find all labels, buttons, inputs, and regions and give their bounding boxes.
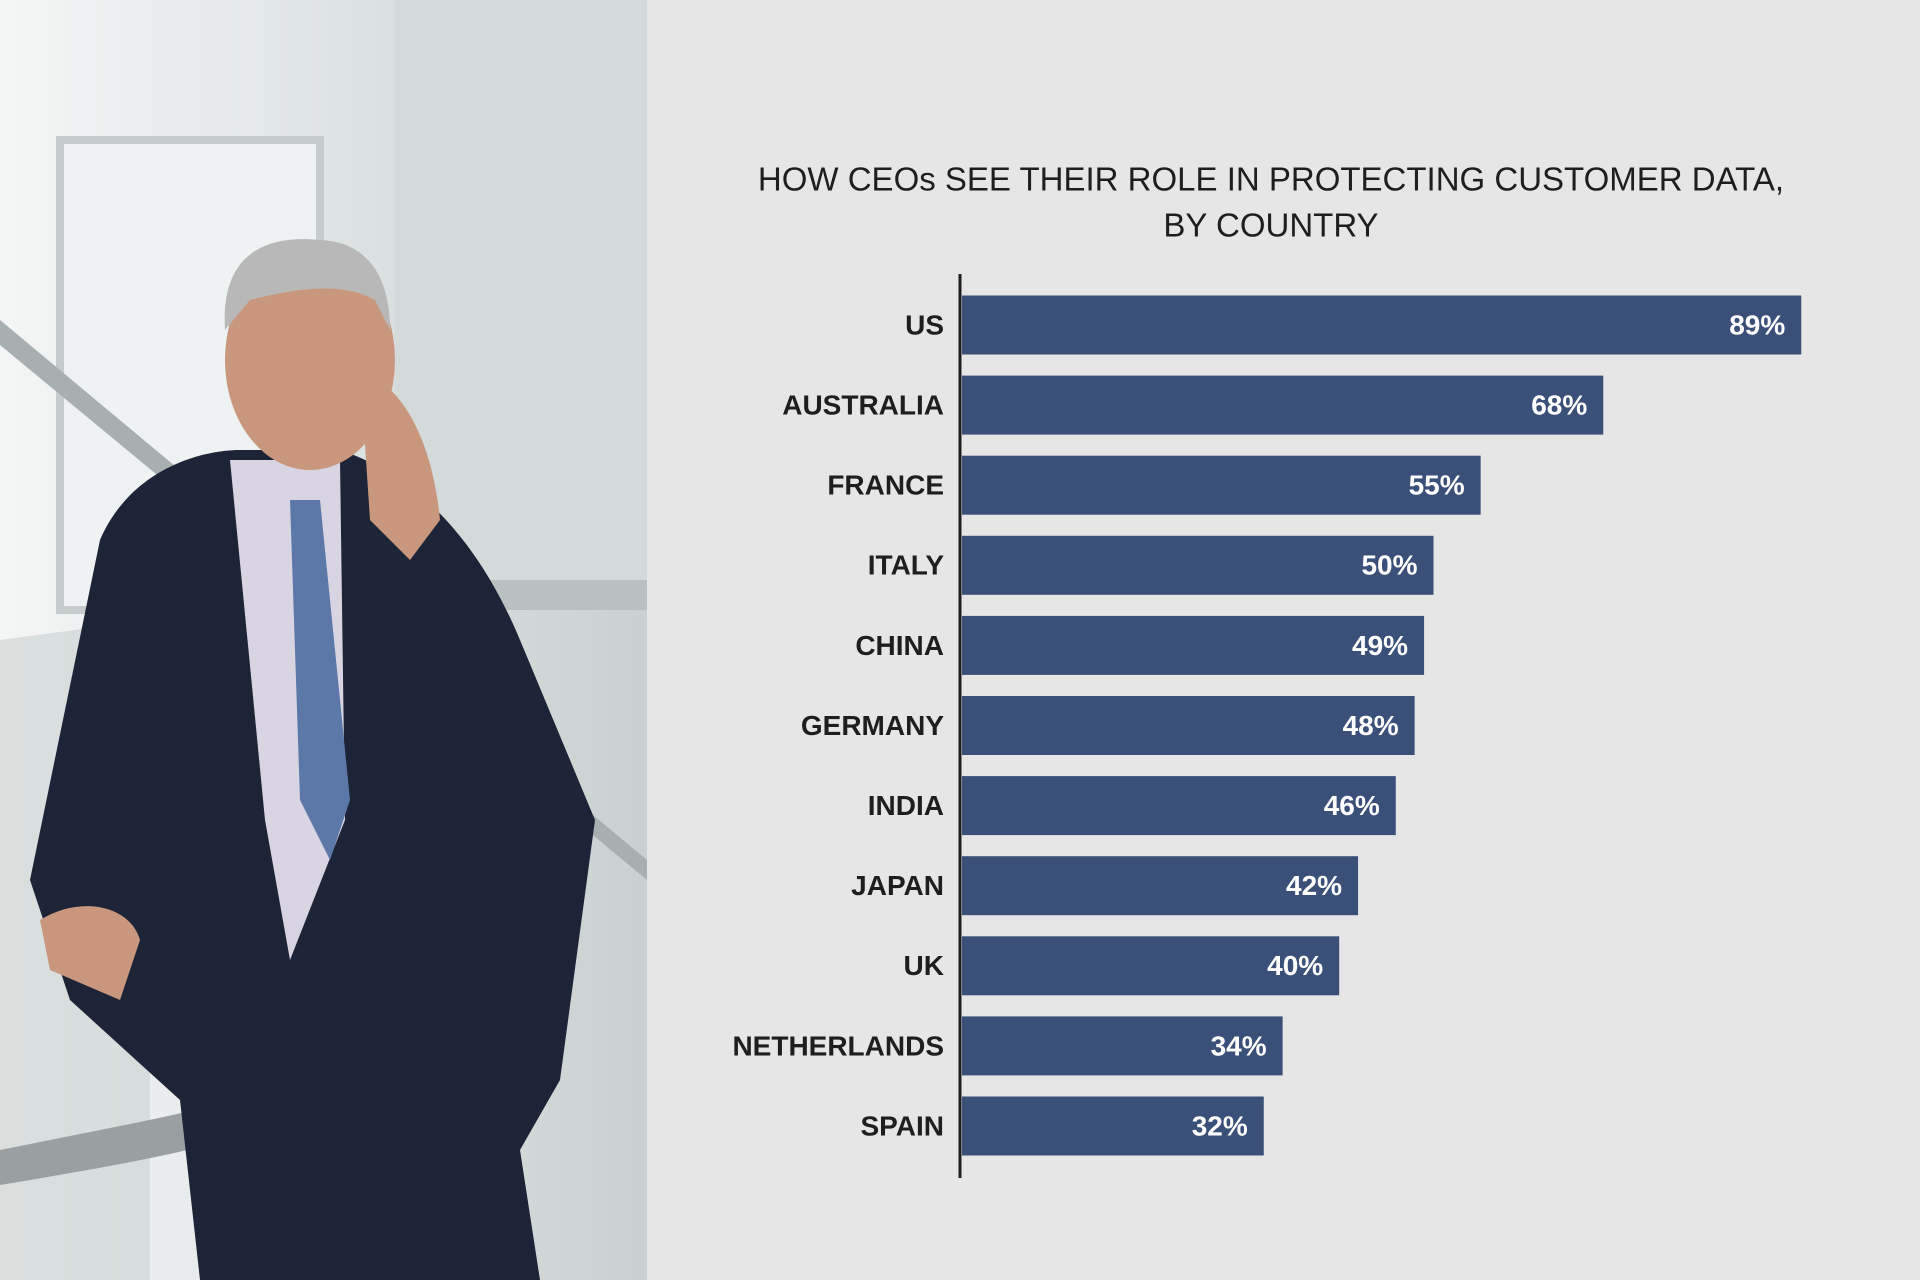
- category-label: CHINA: [855, 630, 944, 661]
- bar: [962, 375, 1604, 435]
- chart-title: HOW CEOs SEE THEIR ROLE IN PROTECTING CU…: [758, 161, 1784, 198]
- bar: [962, 936, 1340, 996]
- value-label: 89%: [1729, 309, 1785, 340]
- category-label: GERMANY: [801, 710, 944, 741]
- category-label: JAPAN: [851, 870, 944, 901]
- value-label: 42%: [1286, 870, 1342, 901]
- category-label: NETHERLANDS: [732, 1030, 944, 1061]
- category-label: SPAIN: [861, 1110, 945, 1141]
- value-label: 34%: [1211, 1030, 1267, 1061]
- category-label: AUSTRALIA: [782, 389, 944, 420]
- value-label: 32%: [1192, 1110, 1248, 1141]
- bar: [962, 1016, 1283, 1076]
- bar: [962, 696, 1415, 755]
- value-label: 55%: [1409, 470, 1465, 501]
- category-label: US: [905, 309, 944, 340]
- value-label: 40%: [1267, 950, 1323, 981]
- bar: [962, 455, 1481, 515]
- bar: [962, 856, 1359, 916]
- category-label: INDIA: [868, 790, 944, 821]
- value-label: 49%: [1352, 630, 1408, 661]
- chart-title: BY COUNTRY: [1163, 207, 1378, 244]
- bar: [962, 535, 1434, 595]
- bar: [962, 1096, 1264, 1156]
- value-label: 48%: [1343, 710, 1399, 741]
- bar: [962, 776, 1396, 836]
- photo: [0, 0, 647, 1280]
- category-label: FRANCE: [827, 470, 944, 501]
- bar: [962, 295, 1802, 355]
- category-label: UK: [904, 950, 944, 981]
- category-label: ITALY: [868, 550, 945, 581]
- value-label: 50%: [1361, 550, 1417, 581]
- bar: [962, 615, 1425, 675]
- value-label: 46%: [1324, 790, 1380, 821]
- value-label: 68%: [1531, 389, 1587, 420]
